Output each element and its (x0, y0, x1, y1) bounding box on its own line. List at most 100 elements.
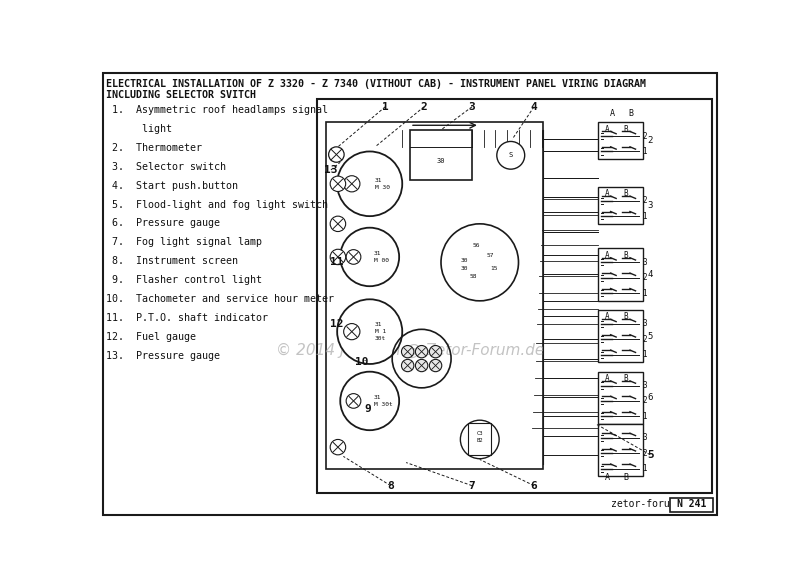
Text: 3: 3 (647, 201, 653, 210)
Text: A: A (606, 251, 610, 260)
Text: 57: 57 (486, 253, 494, 258)
Text: 12.  Fuel gauge: 12. Fuel gauge (106, 332, 196, 342)
Text: 8: 8 (387, 481, 394, 491)
Bar (317, 99, 712, 494)
Text: S: S (509, 152, 513, 158)
Text: B: B (623, 125, 628, 133)
Text: 2.  Thermometer: 2. Thermometer (106, 143, 202, 153)
Text: 6.  Pressure gauge: 6. Pressure gauge (106, 218, 220, 229)
Bar (598, 372, 643, 424)
Text: 1: 1 (642, 147, 647, 156)
Text: 56: 56 (472, 243, 480, 248)
Text: 3: 3 (642, 434, 647, 442)
Text: 1: 1 (642, 212, 647, 221)
Text: 3.  Selector switch: 3. Selector switch (106, 162, 226, 172)
Text: 10: 10 (355, 357, 369, 367)
Circle shape (430, 346, 442, 358)
Circle shape (346, 393, 361, 408)
Text: M 1: M 1 (374, 329, 386, 334)
Circle shape (402, 346, 414, 358)
Text: A: A (610, 109, 614, 118)
Text: B: B (623, 251, 628, 260)
Text: 1.  Asymmetric roof headlamps signal: 1. Asymmetric roof headlamps signal (106, 105, 328, 115)
Text: 1: 1 (642, 289, 647, 297)
Text: M 30: M 30 (374, 184, 390, 190)
Circle shape (402, 359, 414, 372)
Text: © 2014 Joachim @ Zetor-Forum.de: © 2014 Joachim @ Zetor-Forum.de (276, 343, 544, 359)
Text: B: B (623, 313, 628, 321)
Text: B: B (623, 374, 628, 383)
Text: B: B (623, 189, 628, 198)
Bar (598, 187, 643, 224)
Circle shape (430, 359, 442, 372)
Text: A: A (606, 313, 610, 321)
Text: 2: 2 (642, 335, 647, 344)
Text: 7: 7 (469, 481, 475, 491)
Text: zetor-forum.de: zetor-forum.de (611, 499, 694, 509)
Text: 11: 11 (330, 257, 344, 267)
Text: 13: 13 (324, 165, 338, 175)
Text: 7.  Fog light signal lamp: 7. Fog light signal lamp (106, 237, 262, 247)
Text: 4.  Start push.button: 4. Start push.button (106, 181, 238, 191)
Circle shape (415, 359, 428, 372)
Text: 31: 31 (374, 322, 382, 327)
Text: 58: 58 (470, 274, 478, 279)
Text: 2: 2 (642, 396, 647, 406)
Text: 6: 6 (530, 481, 538, 491)
Text: 3: 3 (469, 102, 475, 112)
Text: light: light (106, 124, 172, 134)
Text: 2: 2 (421, 102, 427, 112)
Text: 5: 5 (647, 450, 654, 460)
Bar (468, 423, 491, 455)
Text: 13.  Pressure gauge: 13. Pressure gauge (106, 350, 220, 360)
Text: 1: 1 (642, 350, 647, 359)
Text: 9.  Flasher control light: 9. Flasher control light (106, 275, 262, 285)
Text: 9: 9 (365, 404, 371, 414)
Circle shape (330, 216, 346, 232)
Circle shape (330, 176, 346, 191)
Circle shape (337, 299, 402, 364)
Text: N 241: N 241 (677, 499, 706, 509)
Text: B2: B2 (477, 438, 483, 443)
Text: M 30t: M 30t (374, 402, 393, 407)
Bar (670, 498, 713, 512)
Text: 6: 6 (647, 393, 653, 402)
Text: 31: 31 (374, 178, 382, 183)
Text: 2: 2 (647, 136, 653, 145)
Circle shape (337, 151, 402, 216)
Circle shape (441, 224, 518, 301)
Text: 30t: 30t (374, 336, 386, 341)
Text: B: B (624, 473, 629, 482)
Text: 2: 2 (642, 273, 647, 282)
Bar (410, 130, 472, 180)
Text: 10.  Tachometer and service hour meter: 10. Tachometer and service hour meter (106, 294, 334, 304)
Text: 31: 31 (374, 251, 382, 256)
Circle shape (330, 249, 346, 265)
Text: 15: 15 (490, 266, 498, 271)
Circle shape (344, 324, 360, 340)
Text: A: A (605, 473, 610, 482)
Bar (326, 122, 543, 469)
Text: 3: 3 (642, 258, 647, 267)
Text: A: A (606, 189, 610, 198)
Circle shape (344, 176, 360, 192)
Text: A: A (606, 374, 610, 383)
Text: 30: 30 (437, 158, 446, 164)
Circle shape (460, 420, 499, 459)
Text: A: A (606, 125, 610, 133)
Text: INCLUDING SELECTOR SVITCH: INCLUDING SELECTOR SVITCH (106, 90, 256, 100)
Text: ELECTRICAL INSTALLATION OF Z 3320 - Z 7340 (VITHOUT CAB) - INSTRUMENT PANEL VIRI: ELECTRICAL INSTALLATION OF Z 3320 - Z 73… (106, 79, 646, 89)
Text: 11.  P.T.O. shaft indicator: 11. P.T.O. shaft indicator (106, 313, 268, 323)
Text: B: B (628, 109, 634, 118)
Text: 2: 2 (642, 196, 647, 205)
Circle shape (415, 346, 428, 358)
Text: 2: 2 (642, 449, 647, 458)
Text: 4: 4 (530, 102, 538, 112)
Circle shape (329, 147, 344, 162)
Text: 1: 1 (642, 412, 647, 421)
Circle shape (330, 439, 346, 455)
Text: 1: 1 (382, 102, 389, 112)
Text: 4: 4 (647, 270, 653, 279)
Text: 5: 5 (647, 332, 653, 340)
Bar (598, 122, 643, 159)
